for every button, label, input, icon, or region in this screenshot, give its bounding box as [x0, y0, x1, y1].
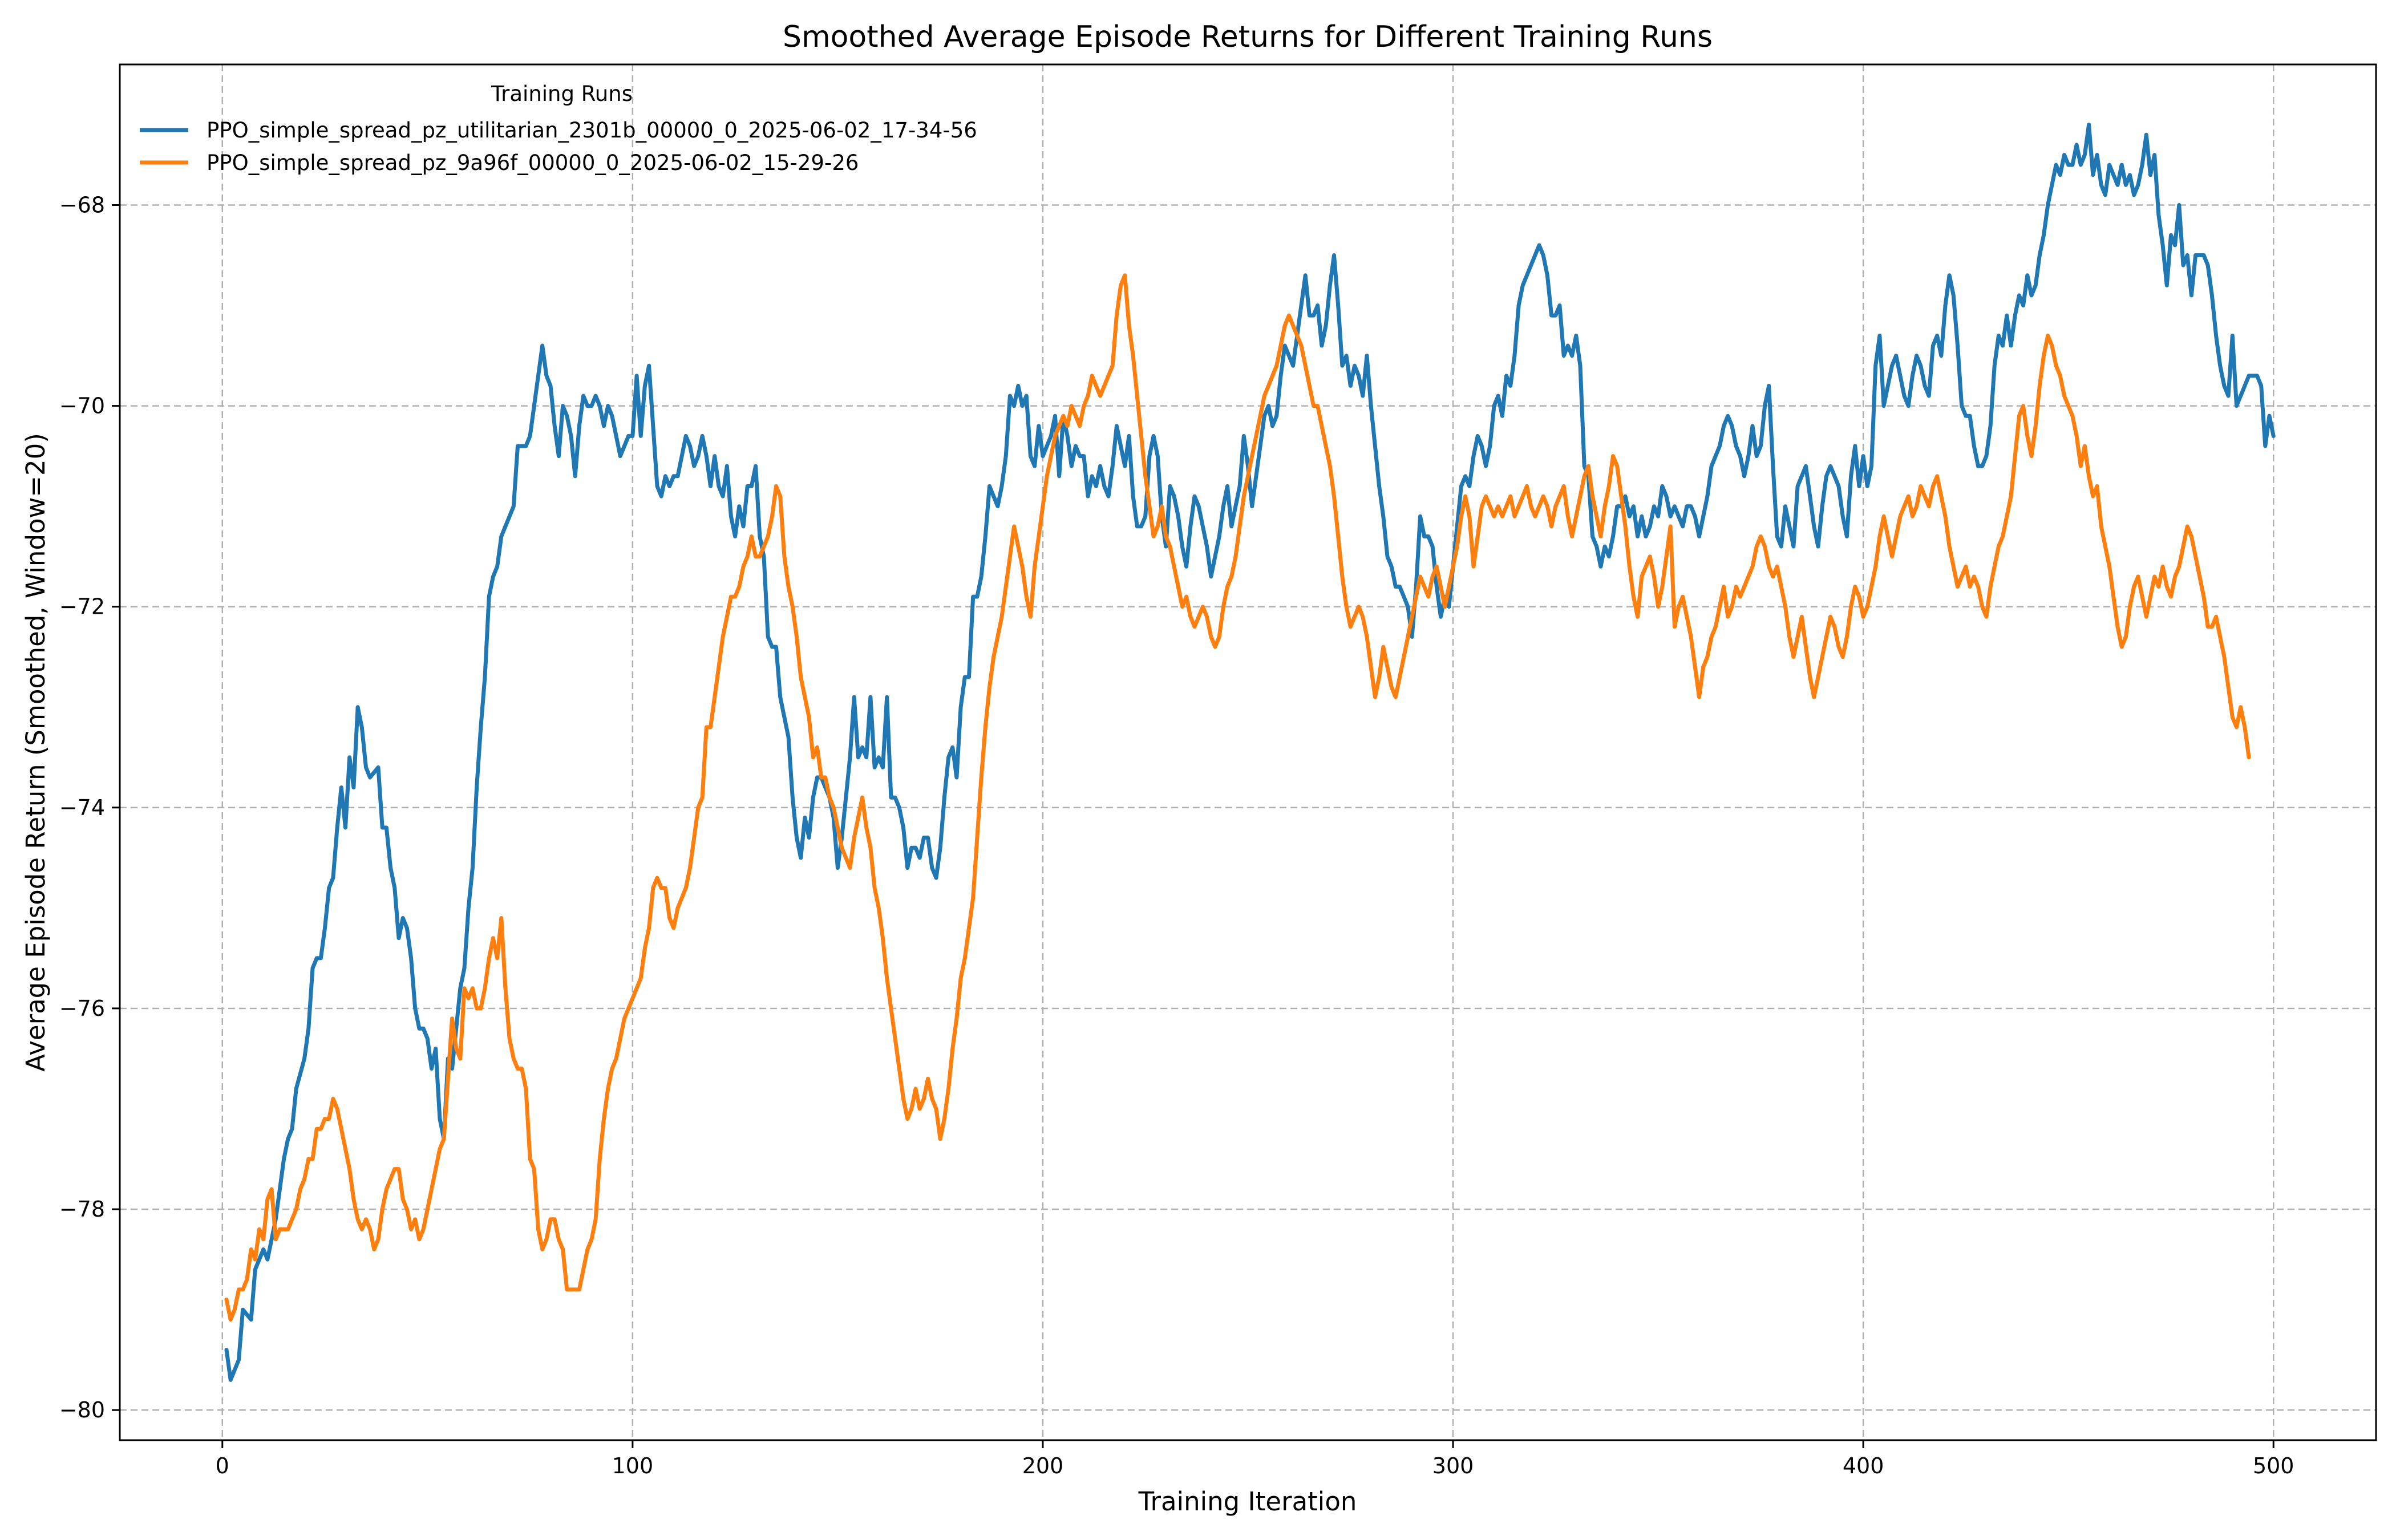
y-tick-label: −80 [59, 1397, 105, 1423]
y-axis-label: Average Episode Return (Smoothed, Window… [21, 433, 51, 1072]
grid [120, 64, 2376, 1440]
legend: Training Runs PPO_simple_spread_pz_utili… [140, 82, 977, 175]
series-line-utilitarian [224, 123, 2276, 1382]
y-tick-label: −74 [59, 795, 105, 820]
x-tick-label: 200 [1022, 1453, 1064, 1478]
plot-area-frame [119, 63, 2377, 1441]
y-tick-label: −76 [59, 996, 105, 1021]
y-tick-label: −78 [59, 1197, 105, 1222]
x-tick-label: 400 [1843, 1453, 1884, 1478]
y-axis-ticks: −80 −78 −76 −74 −72 −70 −68 [59, 192, 120, 1423]
legend-label-utilitarian: PPO_simple_spread_pz_utilitarian_2301b_0… [207, 118, 977, 143]
x-axis-label: Training Iteration [1138, 1486, 1357, 1517]
chart-title: Smoothed Average Episode Returns for Dif… [783, 20, 1713, 54]
y-tick-label: −72 [59, 594, 105, 619]
x-tick-label: 300 [1432, 1453, 1474, 1478]
legend-label-baseline: PPO_simple_spread_pz_9a96f_00000_0_2025-… [207, 151, 859, 175]
x-tick-label: 500 [2253, 1453, 2294, 1478]
series-line-baseline [224, 273, 2251, 1322]
legend-title: Training Runs [491, 82, 633, 106]
series-lines [224, 123, 2276, 1382]
y-tick-label: −70 [59, 394, 105, 419]
x-axis-ticks: 0 100 200 300 400 500 [216, 1440, 2294, 1478]
y-tick-label: −68 [59, 192, 105, 217]
x-tick-label: 100 [612, 1453, 654, 1478]
x-tick-label: 0 [216, 1453, 229, 1478]
